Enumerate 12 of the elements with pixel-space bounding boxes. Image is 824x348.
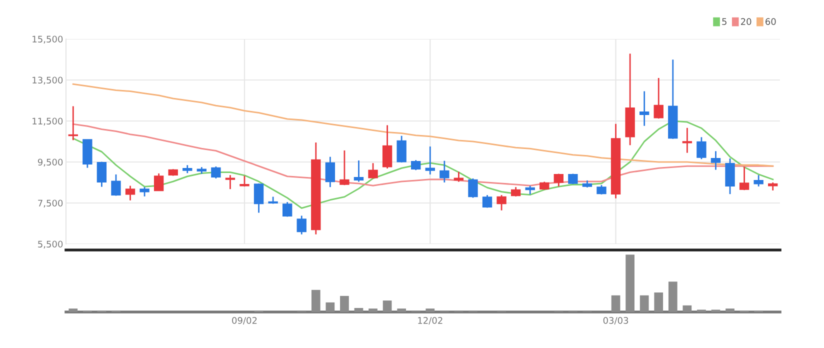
legend-label: 20 (740, 18, 752, 25)
x-tick-label: 09/02 (232, 317, 257, 325)
y-tick-label: 5,500 (38, 240, 63, 248)
y-tick-label: 15,500 (32, 36, 63, 44)
x-tick-label: 12/02 (418, 317, 442, 325)
legend-label: 60 (766, 18, 776, 25)
y-tick-label: 9,500 (38, 158, 63, 166)
y-tick-label: 11,500 (32, 118, 63, 126)
legend-label: 5 (722, 18, 726, 25)
y-tick-label: 7,500 (38, 200, 63, 208)
y-tick-label: 13,500 (32, 76, 63, 84)
x-tick-label: 03/03 (603, 317, 628, 325)
